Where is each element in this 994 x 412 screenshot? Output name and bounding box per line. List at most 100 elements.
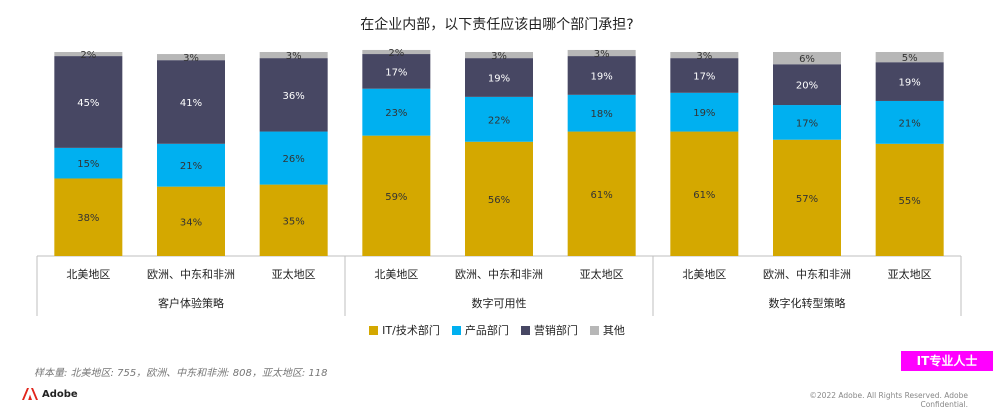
bar-segment xyxy=(54,147,123,179)
data-label: 45% xyxy=(77,98,99,109)
group-label: 数字可用性 xyxy=(472,296,527,310)
bar-segment xyxy=(259,131,328,185)
bar-segment xyxy=(157,143,225,187)
data-label: 3% xyxy=(594,49,610,60)
bar-segment xyxy=(465,141,533,256)
data-label: 35% xyxy=(283,216,305,227)
legend-item: 产品部门 xyxy=(451,322,509,338)
legend-swatch xyxy=(451,325,461,335)
data-label: 21% xyxy=(899,118,921,129)
legend-label: 产品部门 xyxy=(464,324,509,337)
data-label: 19% xyxy=(591,71,613,82)
data-label: 2% xyxy=(388,48,404,59)
copyright-text: ©2022 Adobe. All Rights Reserved. Adobe … xyxy=(809,391,968,409)
bar-segment xyxy=(875,143,944,256)
data-label: 18% xyxy=(591,109,613,120)
bar-segment xyxy=(259,184,328,256)
legend-label: 营销部门 xyxy=(533,324,578,337)
adobe-logo: Adobe xyxy=(22,388,78,400)
data-label: 38% xyxy=(77,213,99,224)
bar-segment xyxy=(259,52,328,59)
data-label: 56% xyxy=(488,195,510,206)
data-label: 2% xyxy=(80,50,96,61)
legend-label: 其他 xyxy=(602,324,625,337)
data-label: 19% xyxy=(899,78,921,89)
adobe-icon xyxy=(22,388,38,400)
data-label: 26% xyxy=(283,154,305,165)
category-label: 北美地区 xyxy=(682,268,726,281)
bar-segment xyxy=(54,56,123,148)
category-label: 北美地区 xyxy=(66,268,110,281)
bar-segment xyxy=(773,139,841,256)
category-label: 亚太地区 xyxy=(272,268,316,281)
bar-segment xyxy=(465,96,533,142)
data-label: 59% xyxy=(385,192,407,203)
group-label: 客户体验策略 xyxy=(158,296,224,310)
data-label: 17% xyxy=(796,118,818,129)
category-label: 亚太地区 xyxy=(888,268,932,281)
group-label: 数字化转型策略 xyxy=(769,296,846,310)
bar-segment xyxy=(670,92,739,132)
category-label: 北美地区 xyxy=(374,268,418,281)
chart-legend: IT/技术部门 产品部门 营销部门 其他 xyxy=(0,322,994,338)
bar-segment xyxy=(54,52,123,57)
data-label: 3% xyxy=(183,53,199,64)
data-label: 3% xyxy=(491,51,507,62)
bar-segment xyxy=(670,58,739,93)
bar-segment xyxy=(465,58,533,97)
bar-segment xyxy=(670,52,739,59)
data-label: 19% xyxy=(693,108,715,119)
data-label: 17% xyxy=(385,67,407,78)
bar-segment xyxy=(773,105,841,140)
category-label: 欧洲、中东和非洲 xyxy=(763,268,851,281)
bar-segment xyxy=(157,186,225,256)
legend-item: 其他 xyxy=(589,322,625,338)
bar-segment xyxy=(773,52,841,65)
bar-segment xyxy=(157,54,225,61)
bar-segment xyxy=(259,58,328,132)
legend-label: IT/技术部门 xyxy=(382,324,440,337)
bar-segment xyxy=(875,100,944,144)
bar-segment xyxy=(157,60,225,144)
bar-segment xyxy=(567,131,636,256)
bar-segment xyxy=(567,49,636,57)
data-label: 22% xyxy=(488,115,510,126)
data-label: 57% xyxy=(796,194,818,205)
data-label: 41% xyxy=(180,98,202,109)
data-label: 15% xyxy=(77,159,99,170)
data-label: 5% xyxy=(902,53,918,64)
bar-segment xyxy=(875,62,944,101)
legend-swatch xyxy=(520,325,530,335)
bar-segment xyxy=(567,94,636,132)
legend-swatch xyxy=(589,325,599,335)
category-label: 欧洲、中东和非洲 xyxy=(147,268,235,281)
bar-segment xyxy=(362,88,431,136)
data-label: 3% xyxy=(696,51,712,62)
bar-segment xyxy=(670,131,739,256)
logo-text: Adobe xyxy=(42,388,78,400)
bar-segment xyxy=(567,56,636,95)
audience-badge: IT专业人士 xyxy=(901,351,993,371)
data-label: 17% xyxy=(693,71,715,82)
data-label: 34% xyxy=(180,217,202,228)
data-label: 36% xyxy=(283,91,305,102)
data-label: 55% xyxy=(899,196,921,207)
bar-segment xyxy=(875,52,944,63)
data-label: 61% xyxy=(693,190,715,201)
data-label: 21% xyxy=(180,161,202,172)
bar-segment xyxy=(773,64,841,106)
chart-title: 在企业内部，以下责任应该由哪个部门承担? xyxy=(360,17,634,33)
data-label: 61% xyxy=(591,190,613,201)
bar-segment xyxy=(54,178,123,256)
stacked-bar-chart: 38% 15% 45% 2% 北美地区 34% 21% 41% 3% 欧洲、中东和非洲 35% 26%… xyxy=(36,48,962,316)
data-label: 23% xyxy=(385,108,407,119)
sample-size-note: 样本量: 北美地区: 755，欧洲、中东和非洲: 808，亚太地区: 118 xyxy=(34,368,328,379)
data-label: 19% xyxy=(488,74,510,85)
bar-segment xyxy=(362,54,431,89)
data-label: 3% xyxy=(286,51,302,62)
legend-item: IT/技术部门 xyxy=(369,322,440,338)
legend-item: 营销部门 xyxy=(520,322,578,338)
data-label: 20% xyxy=(796,81,818,92)
category-label: 欧洲、中东和非洲 xyxy=(455,268,543,281)
category-label: 亚太地区 xyxy=(580,268,624,281)
